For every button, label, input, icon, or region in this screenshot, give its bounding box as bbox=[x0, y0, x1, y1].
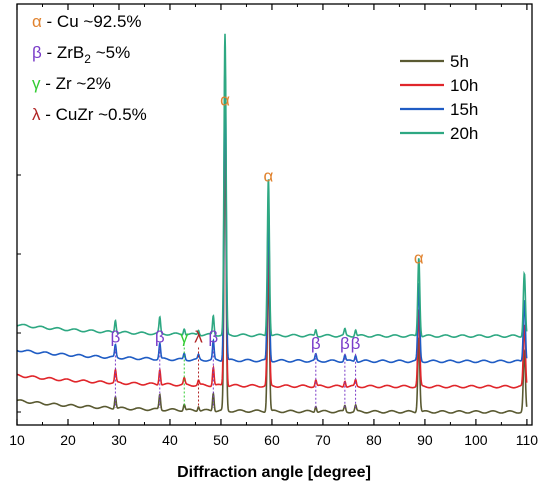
phase-subscript: 2 bbox=[84, 52, 91, 66]
phase-legend-entry: λ - CuZr ~0.5% bbox=[32, 105, 147, 124]
x-tick-label: 30 bbox=[111, 432, 127, 448]
phase-legend-entry: γ - Zr ~2% bbox=[32, 74, 111, 93]
legend-label-15h: 15h bbox=[450, 100, 478, 119]
phase-legend: α - Cu ~92.5%β - ZrB2 ~5%γ - Zr ~2%λ - C… bbox=[32, 12, 147, 124]
phase-symbol: λ bbox=[32, 105, 41, 124]
phase-symbol: β bbox=[32, 43, 42, 62]
x-tick-label: 60 bbox=[264, 432, 280, 448]
plot-frame bbox=[16, 3, 533, 426]
series-line-15h bbox=[16, 65, 528, 364]
phase-text-after: ~5% bbox=[91, 43, 130, 62]
peak-label: α bbox=[263, 166, 273, 185]
x-tick-label: 50 bbox=[213, 432, 229, 448]
phase-symbol: γ bbox=[32, 74, 41, 93]
x-tick-label: 80 bbox=[366, 432, 382, 448]
phase-legend-entry: α - Cu ~92.5% bbox=[32, 12, 142, 31]
x-tick-label: 20 bbox=[60, 432, 76, 448]
phase-text: - Zr ~2% bbox=[41, 74, 111, 93]
peak-label: β bbox=[311, 334, 321, 353]
series-line-5h bbox=[16, 123, 528, 414]
legend-label-20h: 20h bbox=[450, 124, 478, 143]
x-tick-label: 90 bbox=[417, 432, 433, 448]
phase-text: - ZrB bbox=[42, 43, 85, 62]
peak-label: λ bbox=[194, 327, 203, 346]
peak-label: β bbox=[340, 334, 350, 353]
phase-legend-entry: β - ZrB2 ~5% bbox=[32, 43, 130, 66]
x-tick-label: 110 bbox=[516, 432, 539, 448]
peak-label: β bbox=[155, 327, 165, 346]
peak-label: β bbox=[208, 327, 218, 346]
legend-label-5h: 5h bbox=[450, 52, 469, 71]
phase-text: - Cu ~92.5% bbox=[42, 12, 142, 31]
x-tick-label: 10 bbox=[9, 432, 25, 448]
x-tick-label: 100 bbox=[464, 432, 488, 448]
phase-symbol: α bbox=[32, 12, 42, 31]
x-tick-label: 40 bbox=[162, 432, 178, 448]
peak-label: β bbox=[351, 334, 361, 353]
legend-label-10h: 10h bbox=[450, 76, 478, 95]
x-tick-label: 70 bbox=[315, 432, 331, 448]
peak-label: γ bbox=[180, 327, 189, 346]
peak-label: α bbox=[220, 90, 230, 109]
x-axis: 10 20 30 40 50 60 70 80 90 100 110 bbox=[9, 4, 538, 448]
plot-traces bbox=[16, 33, 528, 414]
series-legend: 5h 10h 15h 20h bbox=[400, 52, 478, 143]
peak-label: β bbox=[111, 327, 121, 346]
series-line-20h bbox=[17, 33, 528, 338]
series-line-10h bbox=[16, 95, 528, 389]
peak-label: α bbox=[414, 248, 424, 267]
x-axis-title: Diffraction angle [degree] bbox=[177, 464, 371, 481]
phase-text: - CuZr ~0.5% bbox=[41, 105, 147, 124]
